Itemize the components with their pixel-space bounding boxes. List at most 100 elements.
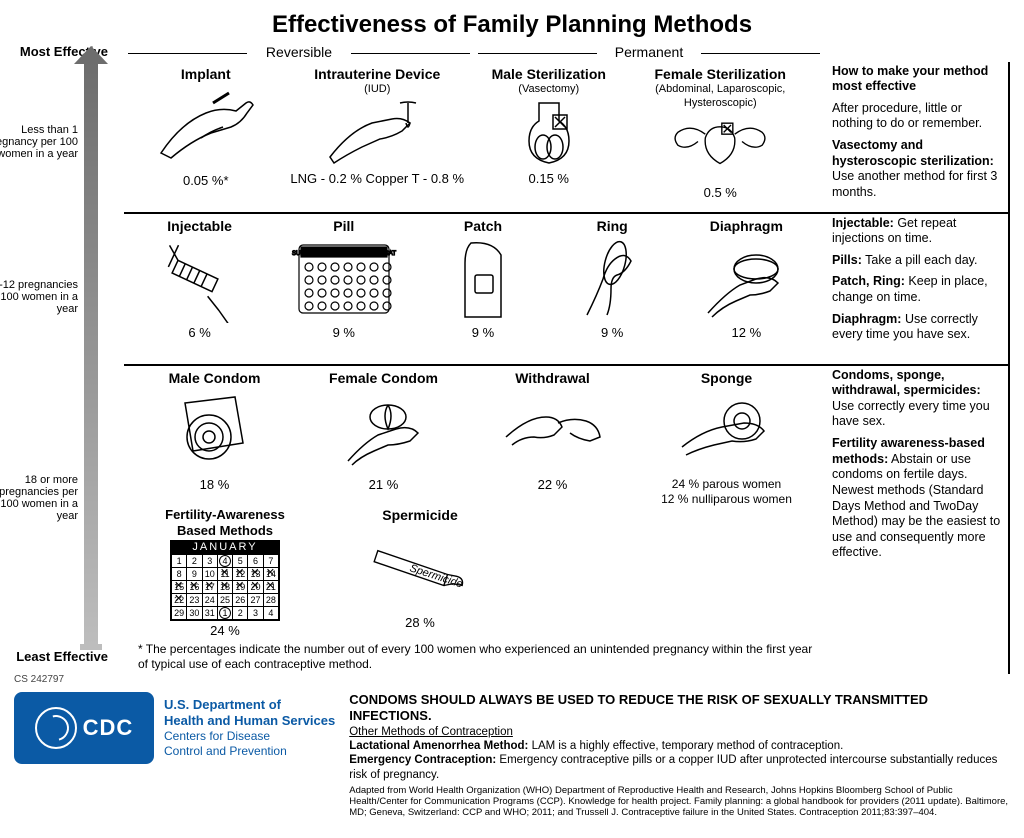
axis-arrow	[84, 62, 98, 644]
method-rate: 9 %	[472, 325, 494, 341]
cdc-logo: CDC	[14, 692, 154, 764]
method-vasectomy: Male Sterilization (Vasectomy) 0.15 %	[474, 66, 624, 188]
advice-heading: How to make your method most effective	[832, 64, 1004, 95]
method-rate: 9 %	[601, 325, 623, 341]
method-rate: 21 %	[369, 477, 399, 493]
footer-text: CONDOMS SHOULD ALWAYS BE USED TO REDUCE …	[349, 692, 1010, 819]
method-pill: Pill SUN MON TUES WED THUR FRI SAT	[274, 218, 414, 342]
tier-3-row: Male Condom 18 % Female Condom	[124, 366, 1008, 674]
footnote: * The percentages indicate the number ou…	[130, 640, 816, 672]
method-fertility-awareness: Fertility-Awareness Based Methods JANUAR…	[150, 507, 300, 640]
footer-source: Adapted from World Health Organization (…	[349, 786, 1010, 819]
pill-pack-icon: SUN MON TUES WED THUR FRI SAT	[289, 235, 399, 323]
method-sub: (Abdominal, Laparoscopic, Hysteroscopic)	[625, 83, 815, 111]
axis-bottom-label: Least Effective	[8, 649, 108, 665]
method-label: Female Condom	[329, 370, 438, 388]
male-condom-icon	[160, 387, 270, 475]
patch-icon	[428, 235, 538, 323]
advice-heading: Patch, Ring:	[832, 274, 905, 288]
tier-2-methods: Injectable 6 %	[130, 218, 816, 362]
vasectomy-icon	[494, 97, 604, 169]
footer: CDC U.S. Department of Health and Human …	[14, 692, 1010, 819]
method-implant: Implant 0.05 %*	[131, 66, 281, 190]
method-label: Intrauterine Device	[314, 66, 440, 84]
grid: Reversible Permanent Implant	[124, 44, 1010, 674]
axis-band3: 18 or more pregnancies per 100 women in …	[0, 474, 78, 522]
tier-3-advice: Condoms, sponge, withdrawal, spermicides…	[822, 366, 1008, 674]
advice-heading: Injectable:	[832, 216, 894, 230]
method-sub: (Vasectomy)	[518, 83, 579, 97]
axis-band1: Less than 1 pregnancy per 100 women in a…	[0, 124, 78, 160]
calendar-icon: JANUARY 1234567 891011121314 15161718192…	[170, 540, 280, 622]
page: Effectiveness of Family Planning Methods…	[0, 0, 1024, 819]
group-reversible-label: Reversible	[266, 44, 332, 60]
method-rate: 22 %	[538, 477, 568, 493]
method-label: Sponge	[701, 370, 752, 388]
footer-warning: CONDOMS SHOULD ALWAYS BE USED TO REDUCE …	[349, 692, 1010, 725]
spermicide-icon: Spermicide	[365, 525, 475, 613]
tier-1-row: Implant 0.05 %* Intrauter	[124, 62, 1008, 214]
footer-lam-hd: Lactational Amenorrhea Method:	[349, 740, 528, 752]
method-spermicide: Spermicide Spermicide 28 %	[340, 507, 500, 631]
group-permanent: Permanent	[474, 44, 824, 62]
advice-text: Abstain or use condoms on fertile days. …	[832, 452, 1000, 560]
advice-heading: Pills:	[832, 253, 862, 267]
method-rate: LNG - 0.2 % Copper T - 0.8 %	[290, 171, 464, 187]
female-condom-icon	[329, 387, 439, 475]
ring-icon	[557, 235, 667, 323]
tiers: Implant 0.05 %* Intrauter	[124, 62, 1010, 674]
page-title: Effectiveness of Family Planning Methods	[14, 10, 1010, 40]
iud-icon	[322, 97, 432, 169]
cs-number: CS 242797	[14, 674, 1010, 687]
method-female-sterilization: Female Sterilization (Abdominal, Laparos…	[625, 66, 815, 201]
tier-1-methods: Implant 0.05 %* Intrauter	[130, 66, 816, 210]
method-male-condom: Male Condom 18 %	[135, 370, 295, 494]
syringe-icon	[145, 235, 255, 323]
method-label: Implant	[181, 66, 231, 84]
sponge-icon	[672, 387, 782, 475]
method-label: Male Condom	[169, 370, 261, 388]
method-label: Diaphragm	[710, 218, 783, 236]
method-label: Patch	[464, 218, 502, 236]
diaphragm-icon	[691, 235, 801, 323]
svg-text:SUN MON TUES WED THUR FRI SAT: SUN MON TUES WED THUR FRI SAT	[292, 251, 396, 257]
method-rate: 28 %	[405, 615, 435, 631]
method-rate: 24 %	[210, 623, 240, 639]
method-patch: Patch 9 %	[423, 218, 543, 342]
advice-text: Use correctly every time you have sex.	[832, 399, 990, 429]
dept-l4: Control and Prevention	[164, 744, 287, 758]
method-label: Ring	[597, 218, 628, 236]
tier-2: Injectable 6 %	[124, 214, 822, 364]
dept-l3: Centers for Disease	[164, 729, 270, 743]
advice-text: Take a pill each day.	[865, 253, 977, 267]
method-rate: 0.15 %	[529, 171, 569, 187]
method-rate: 6 %	[188, 325, 210, 341]
advice-text: Use another method for first 3 months.	[832, 169, 997, 199]
method-rate: 18 %	[200, 477, 230, 493]
axis-band2: 6-12 pregnancies per 100 women in a year	[0, 279, 78, 315]
group-header: Reversible Permanent	[124, 44, 1010, 62]
method-female-condom: Female Condom 21 %	[304, 370, 464, 494]
method-ring: Ring 9 %	[552, 218, 672, 342]
method-diaphragm: Diaphragm 12 %	[681, 218, 811, 342]
footer-other: Other Methods of Contraception	[349, 725, 1010, 739]
chart-area: Most Effective Less than 1 pregnancy per…	[14, 44, 1010, 674]
tier-1-advice: How to make your method most effective A…	[822, 62, 1008, 212]
method-label: Female Sterilization	[655, 66, 786, 84]
cdc-text: CDC	[83, 714, 134, 742]
calendar-month: JANUARY	[171, 541, 279, 555]
withdrawal-icon	[498, 387, 608, 475]
method-label: Male Sterilization	[492, 66, 606, 84]
method-sponge: Sponge 24 % parous women 12 % nulliparou…	[642, 370, 812, 508]
method-label: Fertility-Awareness Based Methods	[150, 507, 300, 540]
method-label: Pill	[333, 218, 354, 236]
group-reversible: Reversible	[124, 44, 474, 62]
advice-heading: Diaphragm:	[832, 312, 901, 326]
tier-2-advice: Injectable: Get repeat injections on tim…	[822, 214, 1008, 364]
advice-heading: Vasectomy and hysteroscopic sterilizatio…	[832, 138, 994, 168]
method-injectable: Injectable 6 %	[135, 218, 265, 342]
method-rate: 0.05 %*	[183, 173, 229, 189]
hhs-icon	[35, 707, 77, 749]
group-permanent-label: Permanent	[615, 44, 683, 60]
tier-3: Male Condom 18 % Female Condom	[124, 366, 822, 674]
